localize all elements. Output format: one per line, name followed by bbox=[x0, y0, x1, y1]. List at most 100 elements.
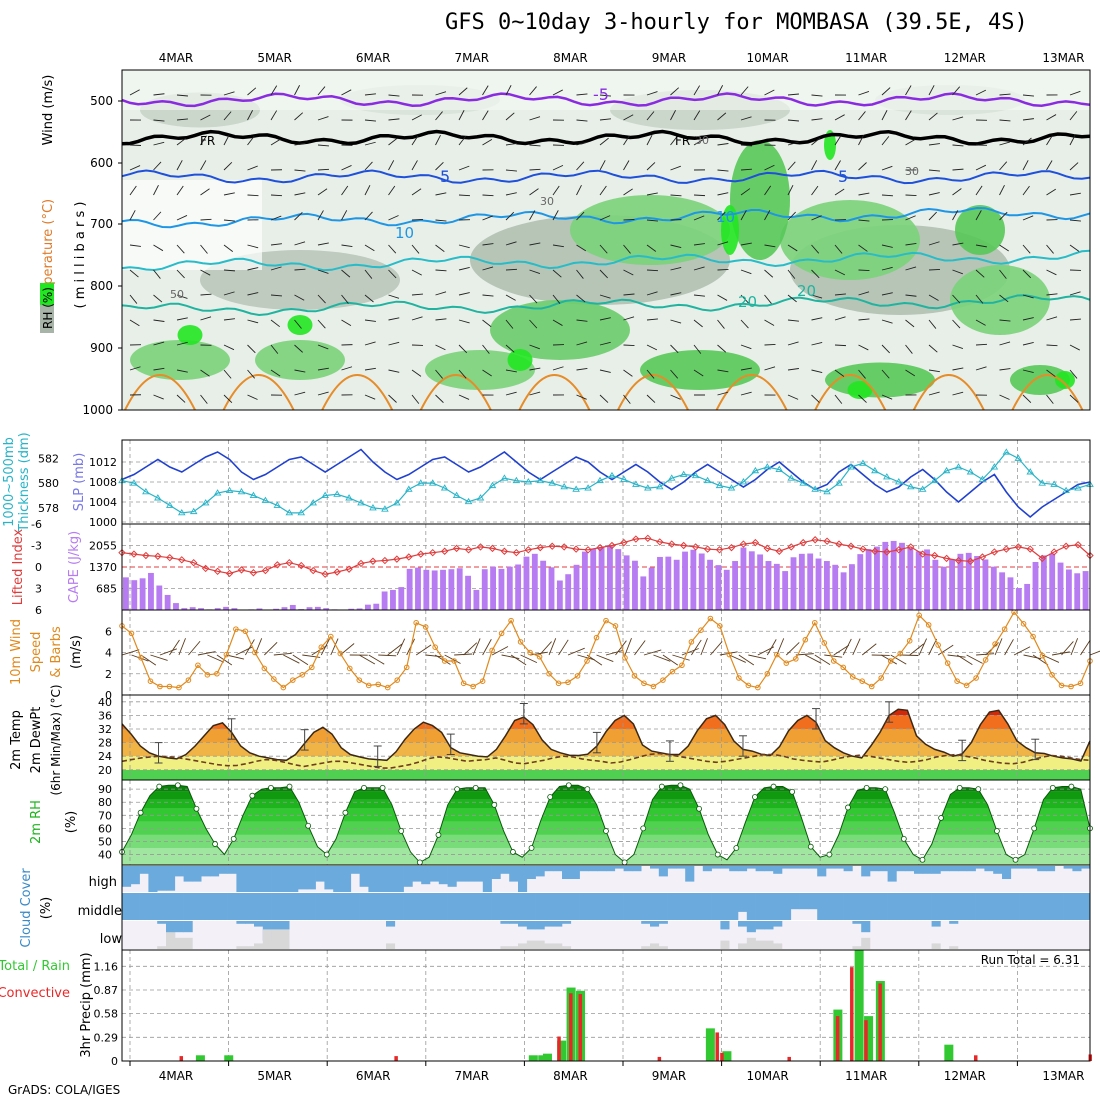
wind-barb bbox=[294, 391, 306, 396]
cloud-bar-middle bbox=[808, 893, 818, 910]
wind-barb bbox=[717, 391, 729, 396]
cloud-bar-middle bbox=[1002, 893, 1012, 920]
wind-speed-marker bbox=[555, 680, 562, 687]
thickness-marker bbox=[285, 508, 294, 516]
cloud-bar-high bbox=[632, 866, 642, 872]
convective-bar bbox=[657, 1056, 662, 1061]
precip-panel: 1.16 0.87 0.58 0.29 0 Run Total = 6.31 Total /… bbox=[0, 950, 1092, 1083]
wind-barb bbox=[764, 366, 776, 371]
cape-bar bbox=[440, 569, 446, 610]
wind-barb bbox=[396, 638, 406, 656]
thickness-marker bbox=[393, 499, 401, 506]
li-marker bbox=[225, 569, 234, 578]
wind-barb bbox=[223, 244, 234, 253]
wind-barb bbox=[693, 344, 702, 354]
wind-barb bbox=[952, 168, 964, 171]
cloud-bar-middle bbox=[878, 893, 888, 920]
wind-barb bbox=[646, 318, 658, 321]
wind-barb bbox=[411, 369, 422, 377]
cloud-bar-middle bbox=[139, 893, 149, 920]
wind-barb bbox=[1069, 90, 1081, 96]
wind-barb bbox=[599, 185, 607, 196]
wind-barb bbox=[811, 317, 823, 321]
wind-barb bbox=[787, 119, 799, 122]
li-marker bbox=[249, 569, 258, 577]
isotherm-minus5 bbox=[122, 92, 1090, 108]
li-marker bbox=[1074, 541, 1082, 549]
wind-barb bbox=[1022, 185, 1030, 196]
wind-barb bbox=[364, 184, 371, 196]
li-marker bbox=[548, 542, 556, 550]
wind-barb bbox=[717, 294, 728, 301]
wind-barb bbox=[482, 319, 492, 328]
cape-bar bbox=[273, 608, 280, 610]
low-cloud-bar bbox=[245, 946, 255, 949]
wind-barb bbox=[1069, 291, 1081, 296]
wind-barb bbox=[576, 119, 588, 122]
wind-barb bbox=[458, 194, 471, 197]
cape-bar bbox=[1082, 571, 1089, 610]
li-marker bbox=[596, 543, 604, 552]
wind-barb bbox=[787, 294, 797, 303]
wind-barb bbox=[178, 638, 186, 656]
li-marker bbox=[871, 547, 879, 555]
wind-barb bbox=[223, 192, 235, 196]
wind-barb bbox=[435, 269, 447, 272]
li-marker bbox=[333, 568, 341, 576]
wind-barb bbox=[928, 169, 940, 172]
cloud-bar-middle bbox=[826, 893, 836, 920]
cloud-bar-high bbox=[826, 866, 836, 869]
cloud-bar-high bbox=[702, 866, 712, 872]
cloud-bar-low bbox=[174, 921, 184, 933]
wind-barb bbox=[1051, 651, 1070, 656]
wind-barb bbox=[717, 143, 729, 146]
li-marker bbox=[237, 566, 246, 574]
isotherm-25 bbox=[419, 374, 492, 410]
thickness-marker bbox=[1074, 484, 1082, 491]
thickness-marker bbox=[333, 490, 341, 497]
cape-bar bbox=[189, 607, 196, 610]
wind-barb bbox=[693, 215, 705, 221]
wind-barb bbox=[529, 168, 541, 171]
thickness-marker bbox=[321, 491, 329, 498]
convective-bar bbox=[864, 1020, 868, 1061]
rh-marker bbox=[845, 804, 851, 811]
wind-barb bbox=[411, 316, 423, 321]
wind-barb bbox=[364, 269, 373, 279]
wind-barb bbox=[890, 654, 907, 665]
wind-barb bbox=[787, 368, 799, 371]
wind-barb bbox=[905, 243, 917, 246]
cloud-bar-high bbox=[447, 866, 457, 887]
wind-barb bbox=[787, 319, 799, 322]
wind-barb bbox=[999, 319, 1011, 322]
wind-speed-marker bbox=[546, 670, 552, 677]
top-date-label: 10MAR bbox=[747, 51, 789, 65]
wind-barb bbox=[691, 639, 702, 656]
cape-bar bbox=[306, 607, 313, 610]
li-tick-label: -6 bbox=[31, 518, 42, 531]
convective-bar bbox=[973, 1055, 978, 1061]
li-marker bbox=[727, 543, 736, 552]
cape-bar bbox=[698, 553, 705, 610]
wind-barb bbox=[552, 164, 564, 171]
cloud-bar-low bbox=[183, 921, 193, 933]
wind-barb bbox=[623, 293, 635, 296]
wind-barb bbox=[223, 269, 236, 272]
thickness-marker bbox=[225, 486, 234, 494]
rh-marker bbox=[603, 828, 609, 834]
wind-barb bbox=[388, 185, 396, 196]
low-cloud-bar bbox=[262, 929, 272, 949]
rh-axis-label: RH (%) bbox=[41, 287, 55, 329]
low-cloud-bar bbox=[166, 932, 176, 949]
temp-line bbox=[121, 708, 1091, 762]
wind-barb bbox=[505, 344, 515, 353]
li-marker bbox=[488, 544, 497, 553]
wind-barb bbox=[842, 638, 852, 656]
temp-tick-label: 32 bbox=[98, 723, 112, 736]
rh-legend-swatch bbox=[40, 305, 54, 333]
wind-barb bbox=[599, 294, 611, 299]
rh-marker bbox=[249, 792, 256, 799]
contour-label: 30 bbox=[695, 134, 709, 147]
wind-barb bbox=[599, 341, 611, 346]
cloud-bar-high bbox=[896, 866, 906, 872]
